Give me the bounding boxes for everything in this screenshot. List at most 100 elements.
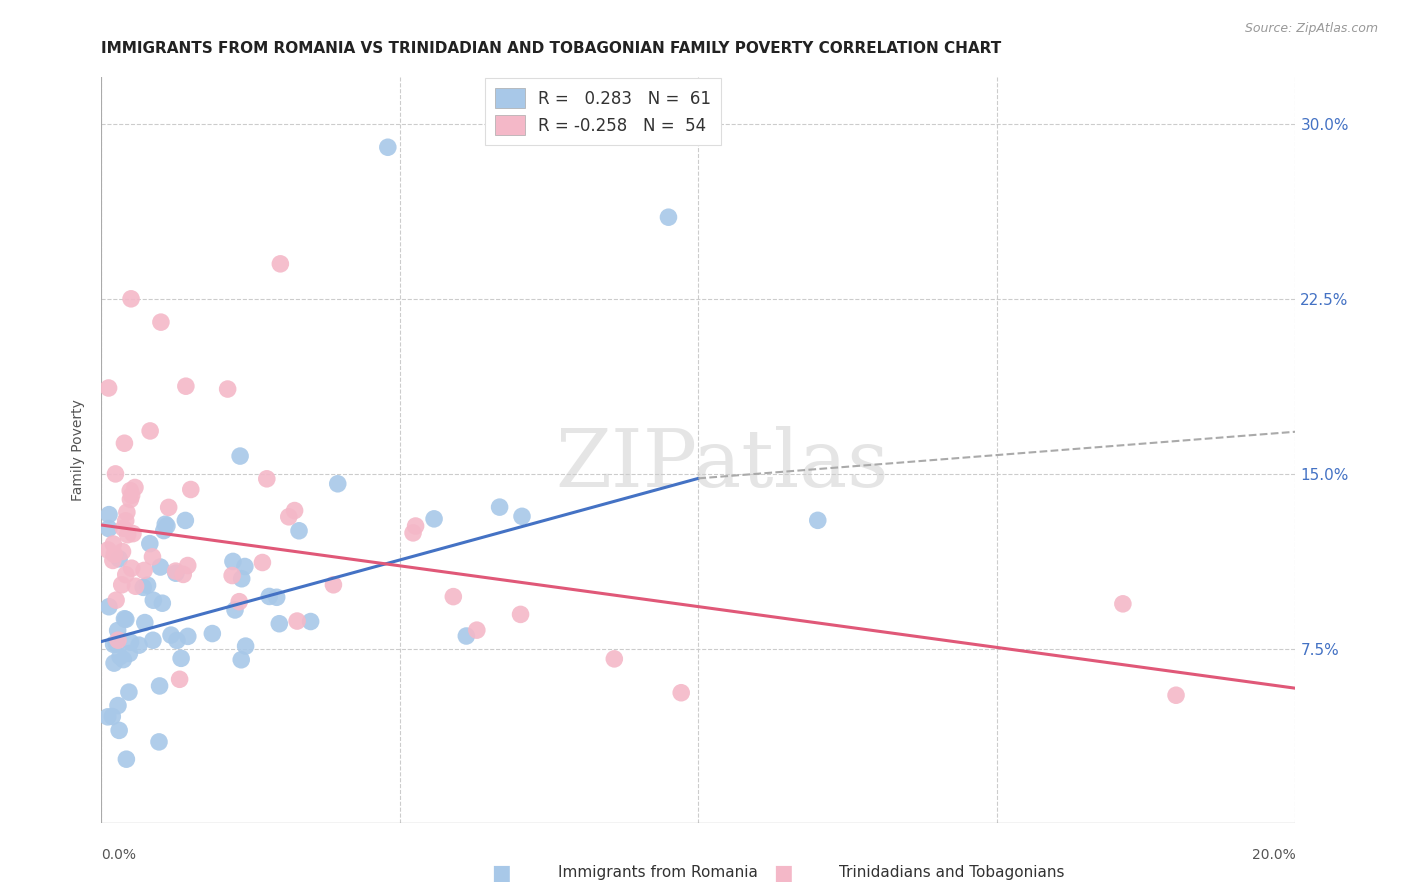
Point — [174, 513, 197, 527]
Point — [98, 508, 121, 522]
Point — [285, 614, 308, 628]
Text: IMMIGRANTS FROM ROMANIA VS TRINIDADIAN AND TOBAGONIAN FAMILY POVERTY CORRELATION: IMMIGRANTS FROM ROMANIA VS TRINIDADIAN A… — [101, 41, 1001, 56]
Point — [148, 735, 170, 749]
Point — [217, 382, 239, 396]
Point — [235, 639, 257, 653]
Point — [101, 709, 124, 723]
Point — [177, 558, 200, 573]
Point — [172, 567, 194, 582]
Point — [105, 593, 128, 607]
Point — [107, 633, 129, 648]
Point — [252, 556, 274, 570]
Point — [165, 564, 187, 578]
Point — [322, 578, 344, 592]
Point — [288, 524, 311, 538]
Point — [134, 615, 156, 630]
Point — [115, 752, 138, 766]
Point — [108, 723, 131, 738]
Point — [201, 626, 224, 640]
Point — [657, 211, 679, 225]
Point — [108, 649, 131, 664]
Point — [377, 140, 399, 154]
Point — [456, 629, 478, 643]
Point — [266, 591, 288, 605]
Text: Trinidadians and Tobagonians: Trinidadians and Tobagonians — [839, 865, 1064, 880]
Point — [114, 514, 136, 528]
Point — [132, 580, 155, 594]
Point — [224, 603, 246, 617]
Point — [121, 488, 143, 502]
Point — [465, 623, 488, 637]
Point — [103, 537, 125, 551]
Point — [229, 449, 252, 463]
Legend: R =   0.283   N =  61, R = -0.258   N =  54: R = 0.283 N = 61, R = -0.258 N = 54 — [485, 78, 721, 145]
Point — [114, 612, 136, 626]
Point — [1112, 597, 1135, 611]
Point — [156, 519, 179, 533]
Text: Source: ZipAtlas.com: Source: ZipAtlas.com — [1244, 22, 1378, 36]
Point — [105, 637, 128, 651]
Point — [228, 595, 250, 609]
Point — [107, 698, 129, 713]
Point — [222, 554, 245, 568]
Text: 20.0%: 20.0% — [1251, 848, 1295, 863]
Point — [118, 685, 141, 699]
Point — [259, 590, 281, 604]
Point — [118, 647, 141, 661]
Point — [112, 436, 135, 450]
Point — [141, 549, 163, 564]
Point — [108, 551, 131, 566]
Text: 0.0%: 0.0% — [101, 848, 136, 863]
Point — [112, 652, 135, 666]
Point — [97, 599, 120, 614]
Point — [441, 590, 464, 604]
Point — [231, 572, 253, 586]
Point — [142, 633, 165, 648]
Point — [149, 315, 172, 329]
Point — [160, 628, 183, 642]
Point — [488, 500, 510, 515]
Point — [97, 522, 120, 536]
Point — [299, 615, 322, 629]
Point — [169, 673, 191, 687]
Point — [402, 525, 425, 540]
Point — [112, 521, 135, 535]
Point — [111, 578, 134, 592]
Point — [165, 566, 187, 581]
Point — [124, 579, 146, 593]
Point — [136, 578, 159, 592]
Point — [97, 710, 120, 724]
Point — [170, 651, 193, 665]
Point — [120, 483, 142, 498]
Point — [132, 564, 155, 578]
Point — [111, 544, 134, 558]
Point — [269, 257, 291, 271]
Point — [231, 653, 253, 667]
Point — [103, 548, 125, 562]
Point — [97, 381, 120, 395]
Point — [180, 483, 202, 497]
Point — [221, 568, 243, 582]
Point — [142, 593, 165, 607]
Point — [120, 292, 142, 306]
Point — [120, 492, 142, 507]
Point — [256, 472, 278, 486]
Point — [122, 526, 145, 541]
Point — [120, 635, 142, 649]
Point — [107, 624, 129, 638]
Point — [510, 509, 533, 524]
Text: ZIPatlas: ZIPatlas — [555, 426, 889, 504]
Point — [104, 467, 127, 481]
Point — [101, 553, 124, 567]
Point — [1164, 688, 1187, 702]
Point — [97, 543, 120, 558]
Point — [233, 559, 256, 574]
Point — [153, 524, 176, 538]
Text: ■: ■ — [492, 863, 512, 882]
Text: Immigrants from Romania: Immigrants from Romania — [558, 865, 758, 880]
Y-axis label: Family Poverty: Family Poverty — [72, 400, 86, 501]
Point — [669, 686, 692, 700]
Point — [121, 561, 143, 575]
Point — [155, 517, 177, 532]
Point — [124, 481, 146, 495]
